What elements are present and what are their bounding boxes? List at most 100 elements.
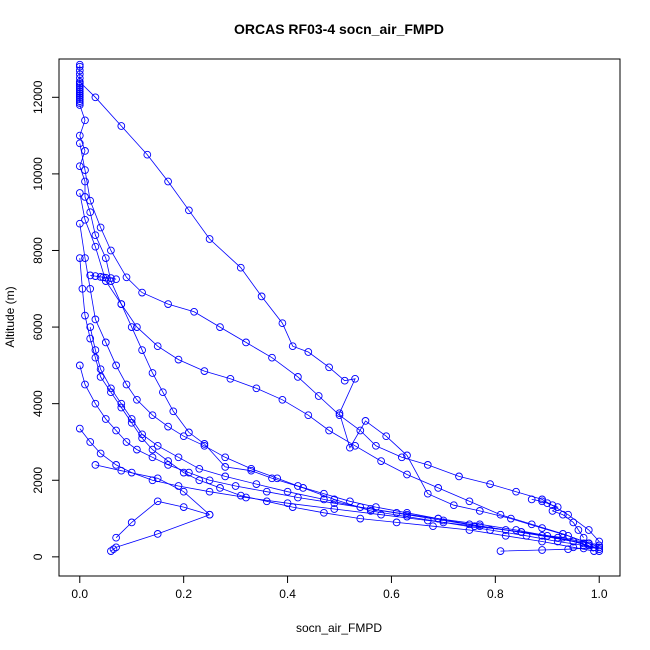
series-line <box>79 192 600 552</box>
data-point <box>75 62 84 71</box>
data-point <box>195 464 204 473</box>
series-12 <box>91 461 214 542</box>
data-point <box>216 484 224 492</box>
data-point <box>122 380 131 389</box>
data-point <box>179 468 188 477</box>
data-point <box>133 445 141 454</box>
data-point <box>226 374 235 383</box>
data-point <box>257 292 266 301</box>
x-tick-label: 0.8 <box>487 587 504 601</box>
data-point <box>221 463 230 471</box>
data-point <box>81 215 89 224</box>
data-point <box>330 505 339 513</box>
data-point <box>470 522 479 531</box>
data-point <box>553 503 562 511</box>
data-point <box>185 428 193 437</box>
data-point <box>75 91 84 100</box>
data-point <box>117 300 126 308</box>
data-point <box>133 323 141 331</box>
data-point <box>164 300 172 308</box>
data-point <box>148 445 157 454</box>
data-point <box>122 438 131 446</box>
data-point <box>81 177 89 186</box>
data-point <box>299 484 307 492</box>
data-point <box>75 219 84 228</box>
data-point <box>122 273 131 282</box>
data-point <box>314 392 323 400</box>
data-point <box>584 539 593 548</box>
data-point <box>127 518 136 527</box>
data-point <box>423 489 432 498</box>
data-point <box>429 522 437 531</box>
data-point <box>75 70 84 79</box>
data-point <box>366 507 375 515</box>
data-point <box>574 526 583 534</box>
data-point <box>164 461 172 469</box>
series-2 <box>75 78 604 552</box>
data-point <box>455 472 463 481</box>
series-14 <box>527 495 588 542</box>
data-point <box>153 342 162 351</box>
data-point <box>294 493 302 502</box>
data-point <box>117 399 126 408</box>
data-point <box>174 355 183 364</box>
data-point <box>538 546 546 554</box>
data-point <box>382 432 391 441</box>
data-point <box>75 424 84 433</box>
data-point <box>127 415 136 423</box>
plot-area <box>75 60 604 555</box>
series-6 <box>86 271 120 284</box>
data-point <box>465 497 474 506</box>
data-point <box>205 487 214 496</box>
y-tick-label: 10000 <box>31 157 45 191</box>
data-point <box>75 60 84 69</box>
y-axis: 0 2000 4000 6000 8000 10000 12000 <box>31 80 60 560</box>
data-point <box>91 231 100 240</box>
data-point <box>101 415 110 423</box>
data-point <box>268 474 276 483</box>
data-point <box>164 177 172 186</box>
data-point <box>112 461 120 469</box>
data-point <box>351 374 359 383</box>
data-point <box>200 441 209 450</box>
data-point <box>548 507 557 515</box>
data-point <box>91 399 100 408</box>
data-point <box>377 457 385 465</box>
data-point <box>559 533 567 542</box>
data-point <box>190 307 198 316</box>
data-point <box>96 365 105 374</box>
data-point <box>564 545 572 554</box>
x-tick-label: 0.2 <box>175 587 192 601</box>
data-point <box>91 242 100 251</box>
data-point <box>325 426 333 435</box>
series-3 <box>75 101 604 554</box>
data-point <box>569 518 578 527</box>
data-point <box>86 208 95 217</box>
data-point <box>164 422 172 431</box>
data-point <box>153 441 162 450</box>
series-line <box>79 104 600 550</box>
data-point <box>434 484 443 492</box>
data-point <box>304 411 313 420</box>
data-point <box>96 223 105 232</box>
data-point <box>517 528 526 536</box>
data-point <box>268 353 276 362</box>
data-point <box>78 284 87 293</box>
data-point <box>75 83 84 92</box>
data-point <box>423 461 432 469</box>
series-7 <box>75 219 598 552</box>
data-point <box>377 510 385 519</box>
y-tick-label: 6000 <box>31 313 45 340</box>
data-point <box>86 271 95 280</box>
data-point <box>86 334 95 343</box>
data-point <box>91 93 100 102</box>
data-point <box>294 373 302 381</box>
data-point <box>242 493 250 502</box>
data-point <box>595 547 604 555</box>
series-4 <box>75 139 604 546</box>
series-line <box>500 545 600 552</box>
data-point <box>231 482 240 490</box>
data-point <box>320 489 328 498</box>
x-axis-label: socn_air_FMPD <box>296 621 382 635</box>
